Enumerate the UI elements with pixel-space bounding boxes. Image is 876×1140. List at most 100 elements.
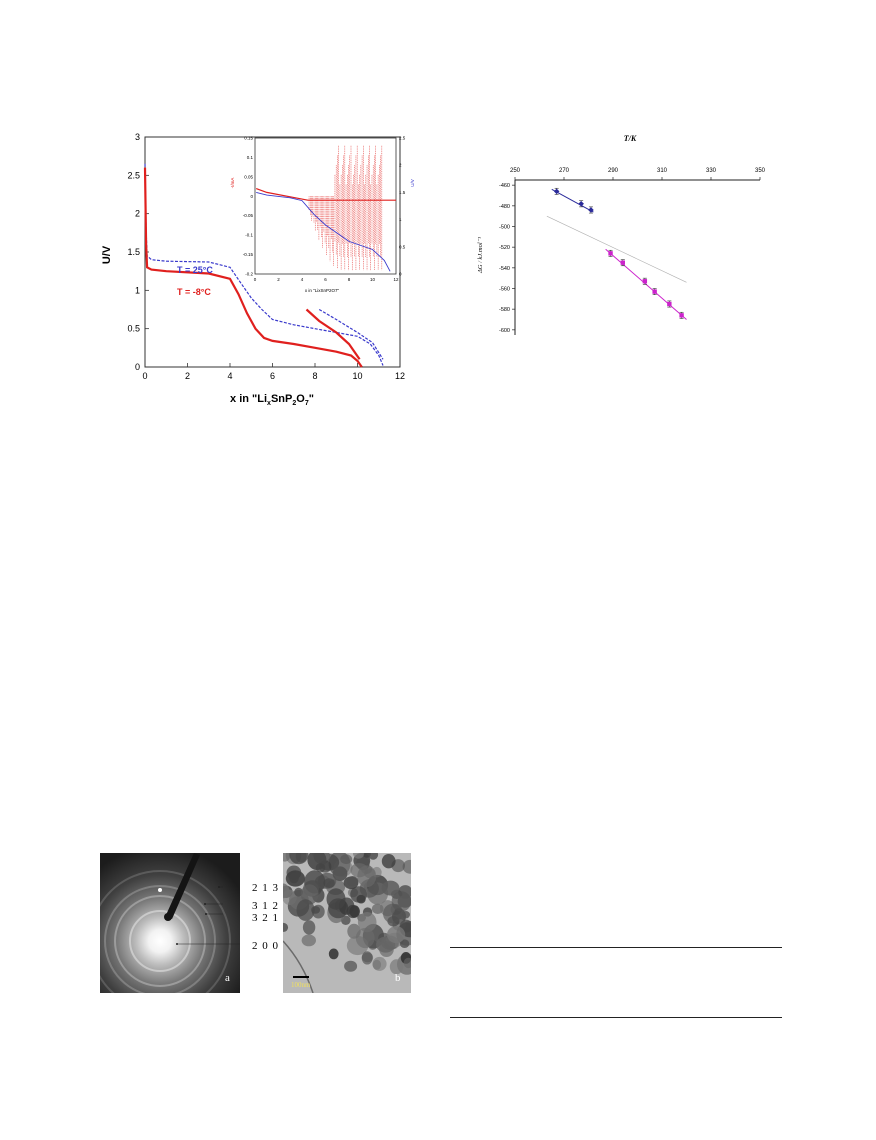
inset-left-tick-label: -0.1 xyxy=(245,233,253,238)
inset-right-tick-label: 2.5 xyxy=(399,136,406,141)
scale-bar-label: 100nm xyxy=(291,981,311,989)
series-line xyxy=(305,308,361,360)
inset-voltage-trace xyxy=(256,191,391,272)
inset-left-tick-label: -0.15 xyxy=(243,252,254,257)
nanoparticle xyxy=(357,865,377,888)
inset-plot: 0 2 4 6 8 10 120.150.10.050-0.05-0.1-0.15-0.22… xyxy=(230,136,415,294)
nanoparticle xyxy=(326,888,346,910)
y-axis-label: ΔG / kJ.mol⁻¹ xyxy=(477,237,484,274)
panel-label-b: b xyxy=(395,972,401,984)
x-tick-label: 10 xyxy=(352,371,362,381)
inset-x-tick-label: 4 xyxy=(301,277,304,282)
y-tick-label: 0 xyxy=(135,362,140,372)
nanoparticle xyxy=(294,887,303,897)
y-tick-label: -580 xyxy=(499,307,510,313)
y-tick-label: 1.5 xyxy=(127,247,140,257)
nanoparticle xyxy=(295,849,307,863)
y-tick-label: 1 xyxy=(135,285,140,295)
inset-right-tick-label: 0 xyxy=(399,272,402,277)
nanoparticle xyxy=(315,863,326,873)
nanoparticle xyxy=(371,866,382,878)
data-point xyxy=(620,260,625,265)
nanoparticle xyxy=(346,876,359,887)
y-tick-label: -500 xyxy=(499,225,510,231)
data-point xyxy=(578,200,584,207)
nanoparticle xyxy=(301,934,316,947)
y-tick-label: -600 xyxy=(499,328,510,334)
inset-left-tick-label: 0 xyxy=(250,194,253,199)
nanoparticle xyxy=(332,866,348,881)
x-axis-label: x in "LixSnP2O7" xyxy=(230,393,314,407)
data-point xyxy=(679,313,684,318)
nanoparticle xyxy=(372,959,382,970)
y-tick-label: 2.5 xyxy=(127,170,140,180)
saed-pattern-image: a xyxy=(89,853,247,1012)
nanoparticle xyxy=(346,904,359,919)
y-tick-label: -520 xyxy=(499,245,510,251)
nanoparticle xyxy=(381,854,396,869)
nanoparticle xyxy=(323,878,335,888)
data-point xyxy=(642,279,648,284)
gibbs-energy-chart: T/K 250 270 290 310 330 350 -460 -480 -500 -520 -5… xyxy=(477,134,766,335)
x-tick-label: 6 xyxy=(270,371,275,381)
beam-stop xyxy=(166,853,200,919)
y-axis-label: U/V xyxy=(101,245,113,264)
x-tick-label: 12 xyxy=(395,371,405,381)
nanoparticle xyxy=(340,854,353,865)
nanoparticle xyxy=(391,891,412,912)
data-point xyxy=(652,289,657,294)
data-point xyxy=(608,251,613,256)
fit-line xyxy=(546,215,687,283)
panel-label-a: a xyxy=(225,972,230,984)
inset-left-tick-label: -0.05 xyxy=(243,213,254,218)
data-point xyxy=(667,301,672,307)
nanoparticle xyxy=(401,911,410,919)
series-line xyxy=(143,167,363,368)
nanoparticle xyxy=(355,927,375,949)
nanoparticle xyxy=(285,870,305,887)
diffraction-spot xyxy=(158,888,162,892)
inset-left-ylabel: -I/mA xyxy=(230,178,235,189)
inset-left-tick-label: 0.05 xyxy=(244,174,253,179)
x-tick-label: 2 xyxy=(185,371,190,381)
nanoparticle xyxy=(387,926,406,944)
diffraction-background xyxy=(100,853,240,993)
diffraction-ring xyxy=(114,895,206,987)
x-tick-label: 250 xyxy=(510,168,521,174)
inset-x-tick-label: 10 xyxy=(370,277,376,282)
discharge-curve-figure: 0 2 4 6 8 10 12 0 0.5 1 1.5 2 2.5 3 U/V x in "LixSnP2… xyxy=(100,125,420,415)
tem-image: 100nm b xyxy=(277,845,420,994)
inset-x-tick-label: 12 xyxy=(393,277,399,282)
fit-line xyxy=(551,188,594,213)
x-tick-label: 270 xyxy=(559,168,570,174)
nanoparticle xyxy=(311,904,325,919)
x-tick-label: 350 xyxy=(755,168,766,174)
inset-x-tick-label: 6 xyxy=(324,277,327,282)
nanoparticle xyxy=(357,912,377,933)
gibbs-energy-figure: T/K 250 270 290 310 330 350 -460 -480 -500 -520 -5… xyxy=(470,125,770,350)
inset-right-ylabel: U/V xyxy=(410,179,415,187)
y-tick-label: 3 xyxy=(135,132,140,142)
nanoparticle xyxy=(296,899,315,921)
table-top-rule xyxy=(450,947,782,948)
x-tick-label: 290 xyxy=(608,168,619,174)
inset-right-tick-label: 1 xyxy=(399,217,402,222)
nanoparticle xyxy=(399,939,410,948)
y-tick-label: 2 xyxy=(135,209,140,219)
index-312: 3 1 2 xyxy=(252,900,279,912)
nanoparticle xyxy=(328,948,339,960)
saed-index-labels: 2 1 3 3 1 2 3 2 1 2 0 0 xyxy=(252,879,279,955)
y-tick-label: -540 xyxy=(499,266,510,272)
inset-current-trace xyxy=(255,187,396,201)
inset-x-tick-label: 2 xyxy=(277,277,280,282)
index-200: 2 0 0 xyxy=(252,940,279,952)
index-213: 2 1 3 xyxy=(252,882,279,894)
diffraction-ring xyxy=(129,910,191,972)
x-tick-label: 4 xyxy=(227,371,232,381)
nanoparticle xyxy=(344,960,358,972)
legend-25c: T = 25°C xyxy=(177,265,213,275)
inset-right-tick-label: 2 xyxy=(399,163,402,168)
inset-right-tick-label: 1.5 xyxy=(399,190,406,195)
nanoparticle xyxy=(361,951,373,965)
